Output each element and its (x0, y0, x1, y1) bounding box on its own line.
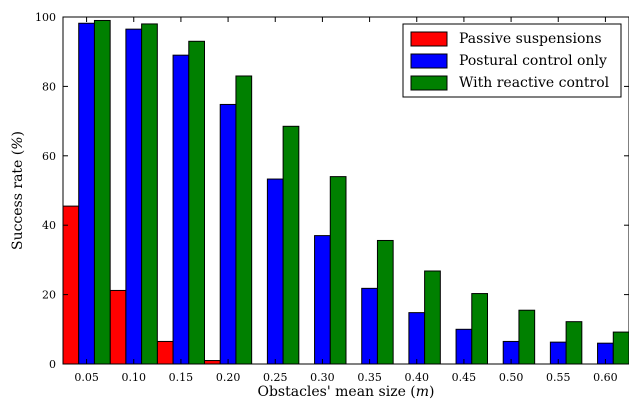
x-axis-label: Obstacles' mean size (m) (257, 384, 434, 400)
legend-label-with-reactive-control: With reactive control (459, 75, 610, 91)
x-tick-label: 0.40 (405, 371, 430, 384)
x-tick-label: 0.35 (357, 371, 382, 384)
legend-swatch-with-reactive-control (410, 75, 448, 91)
bar-with-reactive-control-0.05 (93, 19, 111, 365)
y-axis-label: Success rate (%) (10, 131, 26, 250)
bar-postural-control-only-0.15 (172, 54, 190, 365)
legend-swatch-postural-control-only (410, 53, 448, 69)
plot-frame (62, 16, 629, 365)
bar-postural-control-only-0.05 (78, 22, 95, 365)
x-tick-label: 0.30 (310, 371, 335, 384)
x-tick-label: 0.10 (122, 371, 147, 384)
y-tick-label: 100 (35, 11, 56, 24)
y-tick-label: 0 (49, 358, 56, 371)
y-tick-label: 20 (42, 289, 56, 302)
y-tick-label: 80 (42, 80, 56, 93)
bar-postural-control-only-0.45 (455, 328, 473, 365)
bar-with-reactive-control-0.10 (141, 23, 158, 365)
x-tick-label: 0.15 (169, 371, 194, 384)
ticks-layer: 0 20 40 60 80 100 0.05 0.10 0.15 0.20 0.25 0.30 0.35… (35, 11, 629, 384)
axes-layer (62, 16, 629, 365)
bar-postural-control-only-0.25 (266, 178, 284, 365)
x-tick-label: 0.60 (593, 371, 618, 384)
bar-with-reactive-control-0.50 (518, 309, 536, 365)
bar-passive-suspensions-0.05 (62, 205, 80, 365)
labels-layer: Obstacles' mean size (m) Success rate (%) (10, 131, 435, 400)
bar-with-reactive-control-0.45 (471, 293, 488, 365)
bar-postural-control-only-0.35 (361, 287, 378, 365)
bar-passive-suspensions-0.20 (204, 360, 221, 365)
x-tick-label: 0.05 (74, 371, 99, 384)
bar-with-reactive-control-0.55 (565, 321, 583, 365)
y-tick-label: 60 (42, 150, 56, 163)
legend-label-passive-suspensions: Passive suspensions (459, 31, 602, 47)
legend-swatch-passive-suspensions (410, 31, 448, 47)
bar-passive-suspensions-0.10 (109, 289, 127, 365)
x-tick-label: 0.45 (452, 371, 477, 384)
bar-passive-suspensions-0.15 (156, 340, 174, 365)
y-tick-label: 40 (42, 219, 56, 232)
x-tick-label: 0.20 (216, 371, 241, 384)
bar-with-reactive-control-0.35 (376, 239, 394, 365)
bar-with-reactive-control-0.60 (612, 331, 629, 365)
x-tick-label: 0.25 (263, 371, 288, 384)
bar-with-reactive-control-0.25 (282, 125, 300, 365)
bar-postural-control-only-0.10 (125, 28, 143, 365)
bar-postural-control-only-0.20 (219, 103, 237, 365)
x-tick-label: 0.50 (499, 371, 524, 384)
legend: Passive suspensions Postural control only… (402, 23, 622, 98)
x-tick-label: 0.55 (546, 371, 571, 384)
bar-with-reactive-control-0.20 (235, 75, 253, 365)
bars-layer (62, 19, 629, 365)
bar-postural-control-only-0.30 (314, 235, 331, 365)
bar-with-reactive-control-0.30 (329, 176, 347, 365)
bar-postural-control-only-0.40 (408, 312, 426, 365)
bar-with-reactive-control-0.15 (188, 40, 205, 365)
bar-with-reactive-control-0.40 (424, 270, 441, 365)
legend-label-postural-control-only: Postural control only (459, 53, 607, 69)
